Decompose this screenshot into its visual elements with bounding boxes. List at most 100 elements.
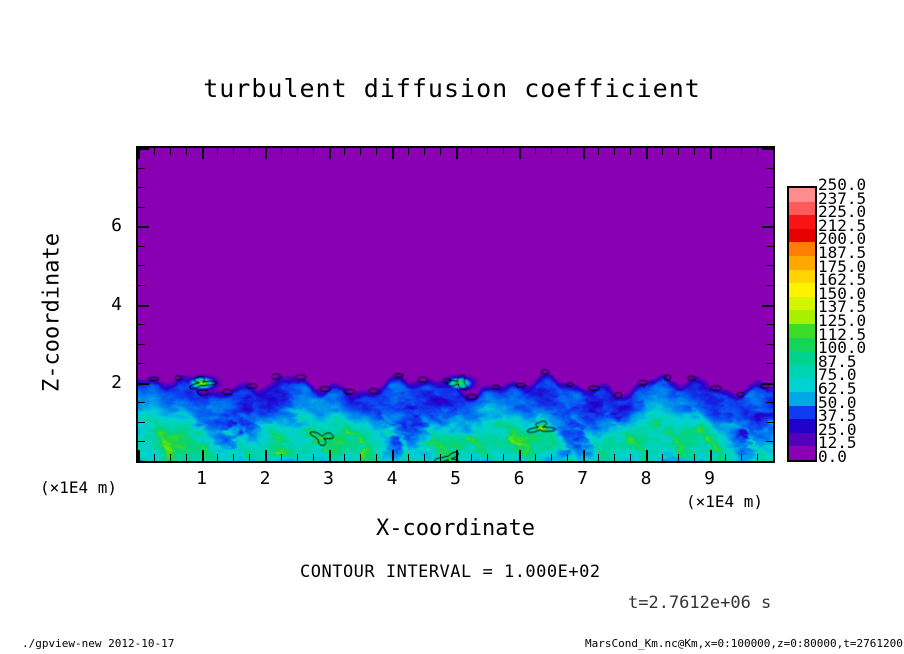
colorbar (787, 186, 817, 462)
colorbar-tick-label: 200.0 (818, 229, 867, 249)
colorbar-tick-label: 162.5 (818, 270, 867, 290)
axis-tick (598, 454, 600, 461)
axis-tick (138, 148, 140, 159)
axis-tick (138, 265, 145, 267)
axis-tick (762, 304, 773, 307)
x-tick-label: 9 (704, 468, 715, 489)
axis-tick (677, 148, 679, 155)
axis-tick (773, 148, 775, 159)
colorbar-swatch (789, 337, 815, 352)
axis-tick (550, 454, 552, 461)
axis-tick (201, 450, 204, 461)
colorbar-swatch (789, 364, 815, 379)
axis-tick (766, 167, 773, 169)
axis-tick (725, 148, 727, 155)
colorbar-swatch (789, 323, 815, 338)
axis-tick (138, 363, 145, 365)
colorbar-tick-label: 37.5 (818, 406, 857, 426)
axis-tick (138, 461, 149, 463)
axis-tick (217, 148, 219, 155)
axis-tick (661, 148, 663, 155)
axis-tick (487, 148, 489, 155)
y-tick-label: 6 (111, 215, 122, 237)
colorbar-tick-label: 112.5 (818, 324, 867, 344)
colorbar-tick-label: 25.0 (818, 419, 857, 439)
axis-tick (766, 402, 773, 404)
colorbar-tick-label: 225.0 (818, 202, 867, 222)
x-tick-label: 1 (196, 468, 207, 489)
axis-tick (217, 454, 219, 461)
colorbar-swatch (789, 419, 815, 433)
colorbar-labels: 250.0 237.5 225.0 212.5 200.0 187.5 175.0 162.5… (818, 177, 898, 470)
y-tick-label: 4 (111, 293, 122, 315)
axis-tick (766, 343, 773, 345)
axis-tick (709, 148, 712, 159)
colorbar-tick-label: 12.5 (818, 433, 857, 453)
x-tick-label: 7 (577, 468, 588, 489)
colorbar-tick-label: 237.5 (818, 188, 867, 208)
x-axis-title: X-coordinate (376, 516, 535, 541)
axis-tick (519, 148, 521, 159)
axis-tick (138, 402, 145, 404)
colorbar-tick-label: 50.0 (818, 392, 857, 412)
colorbar-swatch (789, 310, 815, 324)
contour-interval-label: CONTOUR INTERVAL = 1.000E+02 (300, 562, 601, 582)
time-stamp-label: t=2.7612e+06 s (628, 593, 772, 613)
colorbar-swatch (789, 351, 815, 365)
plot-area (136, 146, 775, 463)
axis-tick (249, 148, 251, 155)
axis-tick (138, 441, 145, 443)
axis-tick (138, 382, 149, 385)
axis-tick (614, 454, 616, 461)
axis-tick (598, 148, 600, 155)
axis-tick (487, 454, 489, 461)
axis-tick (725, 454, 727, 461)
axis-tick (741, 148, 743, 155)
axis-tick (762, 226, 773, 229)
axis-tick (138, 421, 145, 423)
colorbar-swatch (789, 283, 815, 297)
x-axis-units: (×1E4 m) (686, 492, 764, 511)
axis-tick (439, 148, 441, 155)
colorbar-swatch (789, 242, 815, 256)
axis-tick (249, 454, 251, 461)
axis-tick (566, 454, 568, 461)
colorbar-swatch (789, 405, 815, 420)
axis-tick (773, 450, 775, 461)
axis-tick (296, 148, 298, 155)
axis-tick (471, 454, 473, 461)
colorbar-swatch (789, 188, 815, 202)
axis-tick (646, 148, 648, 159)
axis-tick (757, 454, 759, 461)
colorbar-tick-label: 125.0 (818, 311, 867, 330)
axis-tick (582, 148, 585, 159)
axis-tick (503, 454, 505, 461)
axis-tick (423, 148, 425, 155)
axis-tick (503, 148, 505, 155)
axis-tick (138, 284, 145, 286)
colorbar-swatch (789, 269, 815, 284)
axis-tick (534, 454, 536, 461)
x-tick-label: 6 (513, 468, 525, 489)
colorbar-tick-label: 212.5 (818, 215, 867, 235)
axis-tick (280, 148, 282, 155)
axis-tick (582, 450, 585, 461)
axis-tick (138, 206, 145, 208)
x-tick-label: 4 (386, 468, 398, 489)
axis-tick (766, 187, 773, 189)
axis-tick (407, 454, 409, 461)
axis-tick (661, 454, 663, 461)
axis-tick (677, 454, 679, 461)
axis-tick (766, 284, 773, 286)
colorbar-swatch (789, 432, 815, 447)
axis-tick (766, 441, 773, 443)
colorbar-tick-label: 150.0 (818, 283, 867, 303)
x-tick-label: 2 (259, 468, 271, 489)
axis-tick (138, 167, 145, 169)
axis-tick (153, 454, 155, 461)
axis-tick (693, 148, 695, 155)
axis-tick (709, 450, 712, 461)
colorbar-swatch (789, 215, 815, 229)
heatmap-canvas (138, 148, 773, 461)
colorbar-swatch (789, 228, 815, 243)
